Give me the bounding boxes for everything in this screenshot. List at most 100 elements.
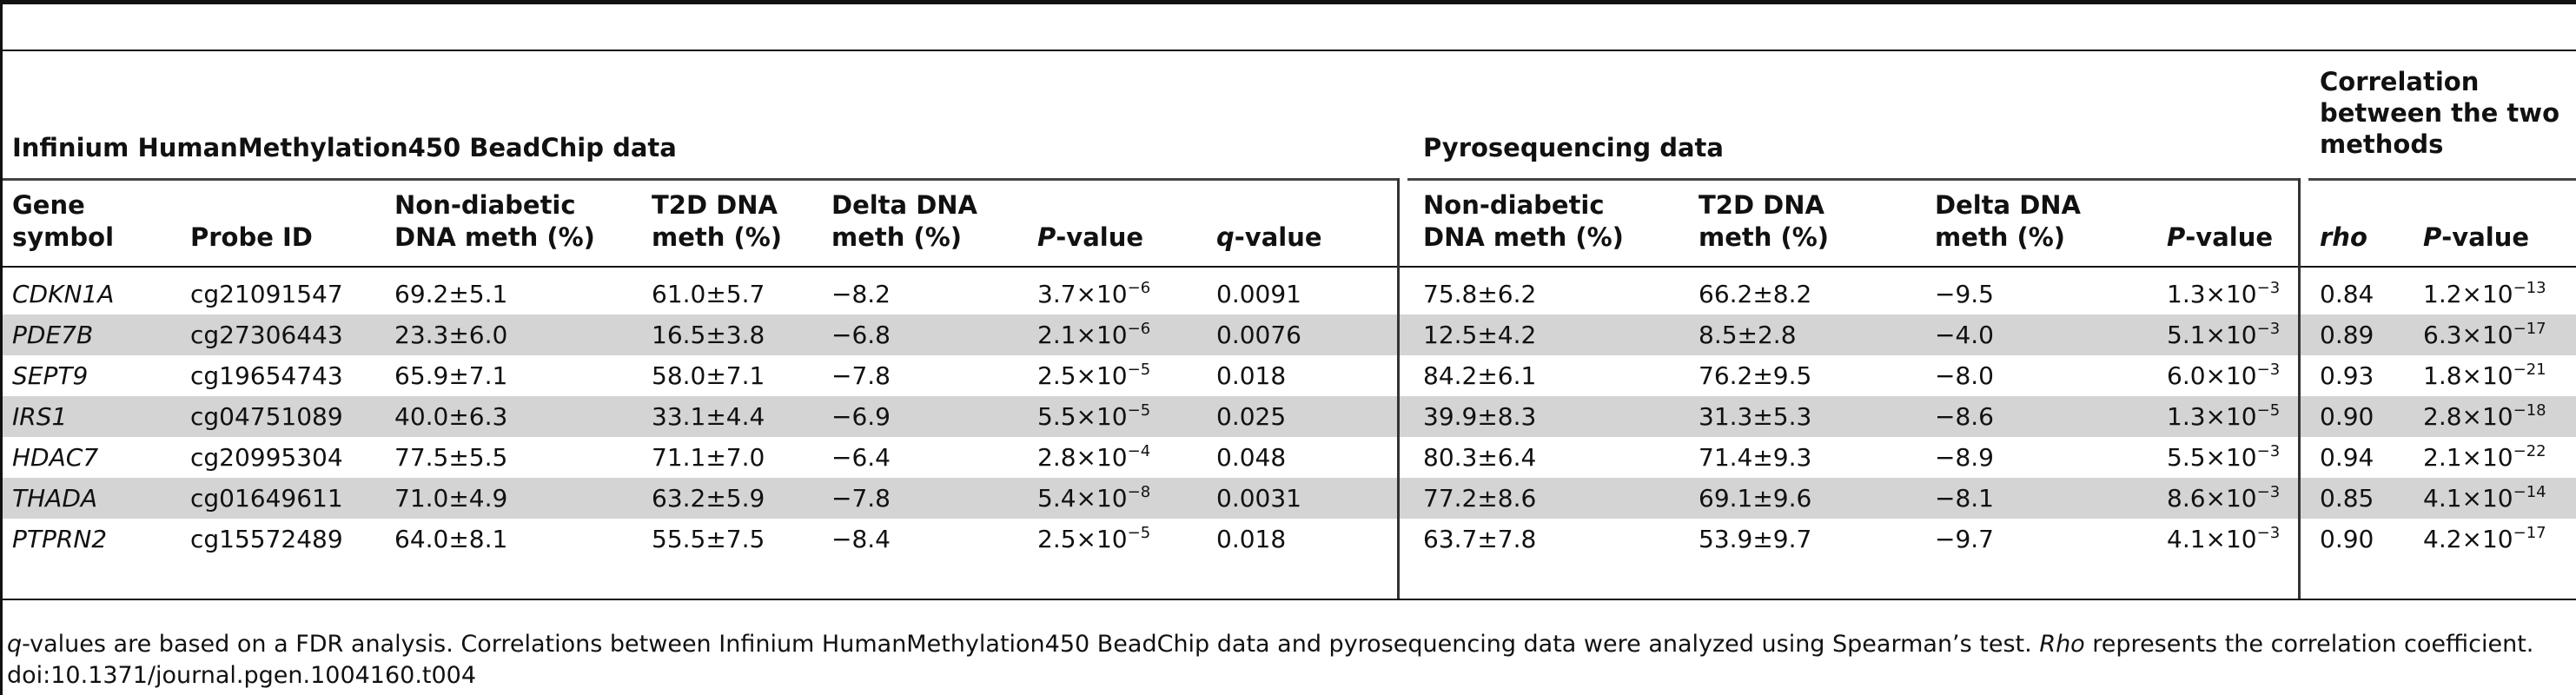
table-footnote: q-values are based on a FDR analysis. Co…	[7, 629, 2533, 692]
cell-probe-id: cg27306443	[190, 321, 343, 349]
cell-infinium-t2d: 33.1±4.4	[652, 402, 765, 431]
cell-infinium-t2d: 55.5±7.5	[652, 525, 765, 553]
cell-corr-rho: 0.89	[2320, 321, 2374, 349]
footnote-doi: doi:10.1371/journal.pgen.1004160.t004	[7, 662, 477, 689]
cell-infinium-qvalue: 0.048	[1216, 443, 1287, 472]
cell-corr-pvalue: 2.8×10−18	[2423, 401, 2546, 431]
footnote-line1: q-values are based on a FDR analysis. Co…	[7, 631, 2534, 658]
cell-pyro-pvalue: 1.3×10−5	[2167, 401, 2281, 431]
cell-corr-pvalue: 6.3×10−17	[2423, 320, 2546, 349]
group-correlation: Correlation between the two methods	[2320, 67, 2560, 159]
cell-pyro-t2d: 66.2±8.2	[1699, 280, 1812, 308]
cell-infinium-delta: −7.8	[831, 484, 891, 513]
cell-infinium-delta: −8.4	[831, 525, 891, 553]
cell-corr-pvalue: 4.1×10−14	[2423, 483, 2546, 513]
cell-pyro-pvalue: 5.5×10−3	[2167, 442, 2281, 472]
cell-infinium-t2d: 63.2±5.9	[652, 484, 765, 513]
header-bottom-rule	[3, 266, 2576, 268]
cell-gene-symbol: THADA	[12, 484, 98, 513]
cell-pyro-nondiabetic: 84.2±6.1	[1423, 361, 1537, 390]
column-header-probe-id: Probe ID	[190, 222, 313, 252]
column-header-infinium-t2d: T2D DNA meth (%)	[652, 190, 783, 252]
cell-pyro-delta: −4.0	[1935, 321, 1994, 349]
cell-infinium-delta: −8.2	[831, 280, 891, 308]
column-header-pyro-pvalue: P-value	[2167, 222, 2274, 252]
column-header-infinium-qvalue: q-value	[1216, 222, 1322, 252]
column-header-corr-rho: rho	[2320, 222, 2367, 252]
group-underline-pyrosequencing	[1407, 178, 2298, 181]
cell-pyro-nondiabetic: 80.3±6.4	[1423, 443, 1537, 472]
column-header-pyro-delta: Delta DNA meth (%)	[1935, 190, 2081, 252]
cell-pyro-delta: −9.7	[1935, 525, 1994, 553]
cell-pyro-delta: −8.0	[1935, 361, 1994, 390]
row-band	[3, 478, 2576, 519]
row-band	[3, 314, 2576, 355]
column-header-infinium-delta: Delta DNA meth (%)	[831, 190, 977, 252]
cell-infinium-delta: −6.4	[831, 443, 891, 472]
cell-infinium-nondiabetic: 64.0±8.1	[394, 525, 508, 553]
cell-pyro-pvalue: 6.0×10−3	[2167, 361, 2281, 390]
cell-pyro-pvalue: 4.1×10−3	[2167, 524, 2281, 553]
cell-infinium-t2d: 58.0±7.1	[652, 361, 765, 390]
divider-infinium-pyro	[1397, 178, 1400, 599]
cell-infinium-delta: −6.8	[831, 321, 891, 349]
group-pyrosequencing: Pyrosequencing data	[1423, 133, 1724, 162]
cell-infinium-pvalue: 2.5×10−5	[1037, 361, 1151, 390]
cell-gene-symbol: CDKN1A	[12, 280, 115, 308]
cell-pyro-pvalue: 8.6×10−3	[2167, 483, 2281, 513]
group-underline-correlation	[2308, 178, 2576, 181]
column-header-pyro-t2d: T2D DNA meth (%)	[1699, 190, 1830, 252]
cell-probe-id: cg21091547	[190, 280, 343, 308]
cell-infinium-nondiabetic: 40.0±6.3	[394, 402, 508, 431]
cell-infinium-t2d: 16.5±3.8	[652, 321, 765, 349]
divider-pyro-correlation	[2298, 178, 2301, 599]
cell-infinium-pvalue: 5.5×10−5	[1037, 401, 1151, 431]
cell-probe-id: cg20995304	[190, 443, 343, 472]
cell-infinium-delta: −6.9	[831, 402, 891, 431]
cell-probe-id: cg19654743	[190, 361, 343, 390]
cell-pyro-t2d: 76.2±9.5	[1699, 361, 1812, 390]
column-header-corr-pvalue: P-value	[2423, 222, 2530, 252]
table-bottom-rule	[3, 599, 2576, 600]
cell-corr-rho: 0.94	[2320, 443, 2374, 472]
cell-corr-rho: 0.93	[2320, 361, 2374, 390]
cell-pyro-nondiabetic: 39.9±8.3	[1423, 402, 1537, 431]
cell-pyro-pvalue: 1.3×10−3	[2167, 279, 2281, 308]
cell-corr-rho: 0.84	[2320, 280, 2374, 308]
cell-pyro-t2d: 69.1±9.6	[1699, 484, 1812, 513]
cell-probe-id: cg01649611	[190, 484, 343, 513]
cell-gene-symbol: HDAC7	[12, 443, 99, 472]
cell-corr-rho: 0.90	[2320, 525, 2374, 553]
cell-gene-symbol: SEPT9	[12, 361, 89, 390]
left-border	[0, 0, 3, 695]
cell-infinium-t2d: 61.0±5.7	[652, 280, 765, 308]
cell-pyro-t2d: 71.4±9.3	[1699, 443, 1812, 472]
cell-infinium-t2d: 71.1±7.0	[652, 443, 765, 472]
cell-pyro-nondiabetic: 12.5±4.2	[1423, 321, 1537, 349]
column-header-pyro-nondiabetic: Non-diabetic DNA meth (%)	[1423, 190, 1624, 252]
cell-probe-id: cg04751089	[190, 402, 343, 431]
cell-pyro-delta: −9.5	[1935, 280, 1994, 308]
cell-infinium-nondiabetic: 23.3±6.0	[394, 321, 508, 349]
cell-pyro-t2d: 53.9±9.7	[1699, 525, 1812, 553]
cell-pyro-pvalue: 5.1×10−3	[2167, 320, 2281, 349]
cell-infinium-nondiabetic: 71.0±4.9	[394, 484, 508, 513]
cell-corr-rho: 0.85	[2320, 484, 2374, 513]
cell-infinium-pvalue: 2.1×10−6	[1037, 320, 1151, 349]
group-underline-infinium	[3, 178, 1397, 181]
cell-corr-pvalue: 2.1×10−22	[2423, 442, 2546, 472]
cell-infinium-nondiabetic: 69.2±5.1	[394, 280, 508, 308]
column-header-infinium-pvalue: P-value	[1037, 222, 1144, 252]
cell-infinium-qvalue: 0.018	[1216, 361, 1287, 390]
cell-infinium-delta: −7.8	[831, 361, 891, 390]
row-band	[3, 396, 2576, 437]
cell-infinium-qvalue: 0.018	[1216, 525, 1287, 553]
cell-infinium-qvalue: 0.0091	[1216, 280, 1301, 308]
cell-corr-pvalue: 4.2×10−17	[2423, 524, 2546, 553]
column-header-infinium-nondiabetic: Non-diabetic DNA meth (%)	[394, 190, 595, 252]
cell-corr-pvalue: 1.2×10−13	[2423, 279, 2546, 308]
cell-pyro-delta: −8.6	[1935, 402, 1994, 431]
column-header-gene-symbol: Gene symbol	[12, 190, 115, 252]
cell-gene-symbol: PTPRN2	[12, 525, 108, 553]
